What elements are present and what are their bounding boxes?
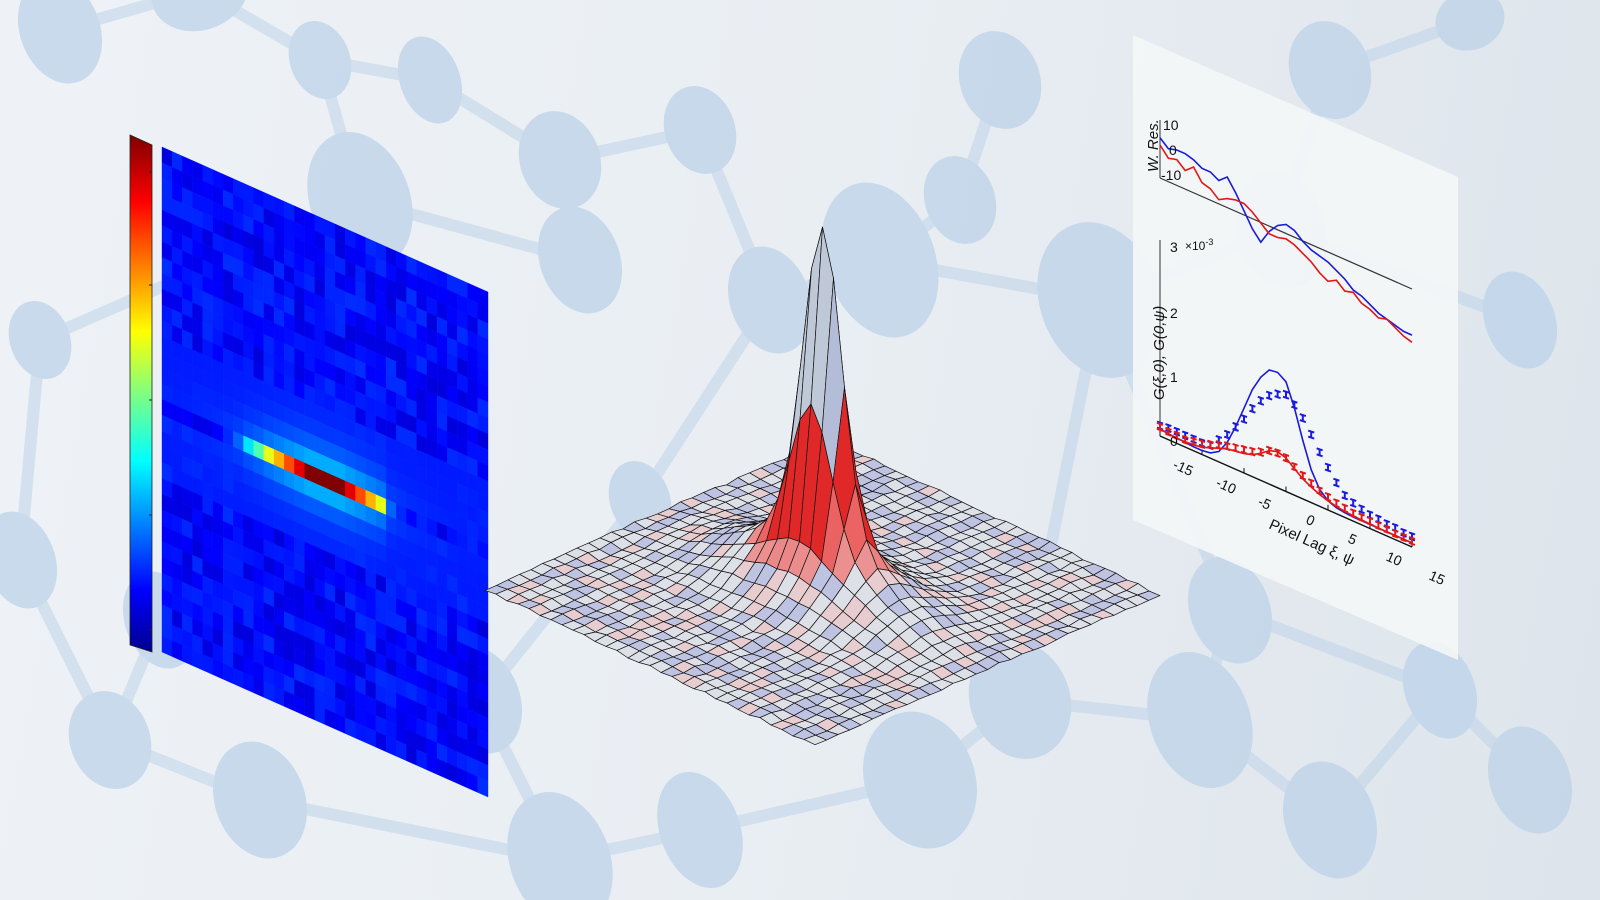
x-tick-10: 10 xyxy=(1384,548,1405,569)
x-tick-m15: -15 xyxy=(1171,456,1196,479)
corr-tick-2: 2 xyxy=(1170,305,1178,321)
correlation-ylabel: G(ξ,0), G(0,ψ) xyxy=(1151,306,1168,400)
colorbar xyxy=(129,134,153,653)
corr-tick-1: 1 xyxy=(1170,369,1178,385)
corr-tick-0: 0 xyxy=(1170,433,1178,449)
residuals-ylabel: W. Res. xyxy=(1145,119,1162,172)
corr-tick-3: 3 xyxy=(1170,239,1178,255)
x-tick-15: 15 xyxy=(1427,567,1448,588)
res-tick-m10: -10 xyxy=(1161,167,1181,183)
x-tick-m10: -10 xyxy=(1214,474,1239,497)
chart-panel xyxy=(1133,35,1458,660)
heatmap-grid xyxy=(161,146,489,798)
corr-scale: ×10-3 xyxy=(1185,237,1213,253)
res-tick-10: 10 xyxy=(1163,117,1179,133)
res-tick-0: 0 xyxy=(1169,142,1177,158)
